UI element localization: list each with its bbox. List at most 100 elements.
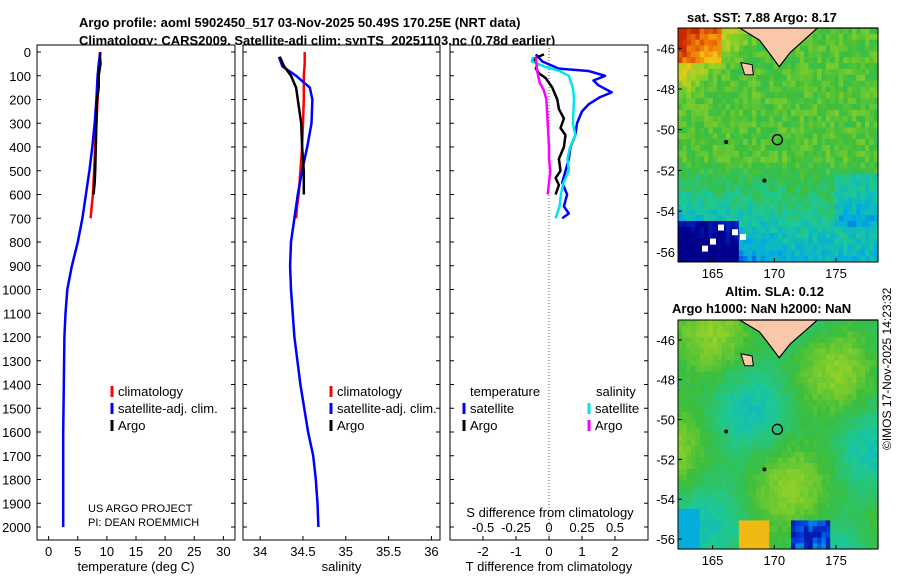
sla_map-cell xyxy=(691,463,696,470)
sla_map-cell xyxy=(734,463,740,470)
sla_map-cell xyxy=(786,411,792,418)
sla_map-cell xyxy=(865,434,870,441)
sst_map-cell xyxy=(817,250,822,257)
sla_map-cell xyxy=(682,371,688,378)
sst_map-cell xyxy=(738,33,744,41)
sla_map-cell xyxy=(847,394,853,401)
sst_map-cell xyxy=(808,39,814,47)
sla_map-cell xyxy=(808,405,814,413)
sla_map-cell xyxy=(760,360,766,367)
sst_map-cell xyxy=(721,203,727,210)
sst_map-cell xyxy=(856,145,862,152)
sla_map-cell xyxy=(851,543,857,550)
sla_map-cell xyxy=(738,457,744,464)
sst_map-cell xyxy=(730,92,736,99)
sst_map-cell xyxy=(869,256,875,263)
sst_map-cell xyxy=(825,250,831,257)
sla_map-cell xyxy=(725,394,731,401)
sla_map-cell xyxy=(682,320,688,327)
sst_map-cell xyxy=(812,191,818,199)
sla_map-cell xyxy=(821,457,827,464)
sst_map-cell xyxy=(838,39,844,47)
sst_map-cell xyxy=(860,39,866,47)
sst_map-cell xyxy=(730,145,736,152)
sla_map-cell xyxy=(834,543,840,550)
sla_map-cell xyxy=(786,503,792,510)
sla_map-cell xyxy=(691,320,696,327)
sla_map-cell xyxy=(812,423,818,430)
sst_map-cell xyxy=(825,33,831,41)
sla_map-cell xyxy=(760,394,766,401)
sla_map-cell xyxy=(725,520,731,527)
sla_map-cell xyxy=(725,480,731,487)
sst_map-cell xyxy=(708,63,714,70)
sla_map-cell xyxy=(808,325,814,332)
sst_map-cell xyxy=(830,197,836,204)
sla_map-cell xyxy=(734,320,740,327)
sst_map-cell xyxy=(756,250,762,257)
sst_map-cell xyxy=(743,215,749,222)
sla_map-cell xyxy=(799,348,805,355)
sla_map-cell xyxy=(751,388,757,395)
sla_map-cell xyxy=(791,491,796,499)
sst_map-cell xyxy=(817,197,822,204)
sst_map-cell xyxy=(734,232,740,240)
sst_map-cell xyxy=(873,45,879,52)
sst_map-cell xyxy=(808,226,814,234)
sst_map-cell xyxy=(682,215,688,222)
sst_map-cell xyxy=(873,185,879,193)
sla_map-cell xyxy=(856,354,862,361)
sla_map-cell xyxy=(769,394,775,401)
sla_map-cell xyxy=(782,445,788,453)
sst_map-cell xyxy=(695,238,701,245)
sla_map-cell xyxy=(778,434,783,441)
sla_map-cell xyxy=(834,491,840,499)
sla_map-cell xyxy=(825,371,831,378)
sst_map-cell xyxy=(769,209,775,216)
sst_map-cell xyxy=(847,238,853,245)
sst_map-cell xyxy=(843,68,849,76)
sst_map-xtick-label: 165 xyxy=(702,266,724,281)
sst_map-cell xyxy=(834,232,840,240)
sst_map-cell xyxy=(847,150,853,158)
sst_map-cell xyxy=(721,109,727,117)
difference-xtick-label: 2 xyxy=(611,544,618,559)
sla_map-cell xyxy=(686,531,692,539)
sst_map-cell xyxy=(730,63,736,70)
sla_map-cell xyxy=(708,411,714,418)
sla_map-cell xyxy=(730,371,736,378)
sst_map-cell xyxy=(860,104,866,111)
sst_map-cell xyxy=(751,39,757,47)
sst_map-cell xyxy=(817,92,822,99)
sla_map-cell xyxy=(751,342,757,350)
sla_map-cell xyxy=(721,508,727,516)
depth-tick-label: 1900 xyxy=(2,496,31,511)
sst_map-cell xyxy=(799,121,805,128)
sla_map-cell xyxy=(695,388,701,395)
sla_map-cell xyxy=(786,514,792,521)
sst_map-cell xyxy=(678,127,683,134)
sst_map-cell xyxy=(756,185,762,193)
sla_map-cell xyxy=(704,354,709,361)
sst_map-cell xyxy=(708,115,714,123)
sst_map-cell xyxy=(830,139,836,146)
sst_map-cell xyxy=(747,215,753,222)
sla_map-cell xyxy=(786,497,792,504)
sst_map-cell xyxy=(782,115,788,123)
sst_map-cell xyxy=(699,168,705,175)
sla_map-cell xyxy=(769,428,775,436)
sst_map-cell xyxy=(799,109,805,117)
sst_map-cell xyxy=(812,98,818,105)
sla_map-cell xyxy=(825,331,831,338)
sla_map-cell xyxy=(817,383,822,390)
sst_map-cell xyxy=(786,191,792,199)
sla_map-cell xyxy=(825,417,831,424)
sst_map-cell xyxy=(804,197,809,204)
sla_map-cell xyxy=(712,440,718,447)
sst_map-cell xyxy=(782,109,788,117)
sst_map-cell xyxy=(808,63,814,70)
sla_map-cell xyxy=(678,468,683,476)
sst_map-cell xyxy=(856,57,862,64)
sla_map-cell xyxy=(765,497,770,504)
sst_map-cell xyxy=(756,156,762,164)
